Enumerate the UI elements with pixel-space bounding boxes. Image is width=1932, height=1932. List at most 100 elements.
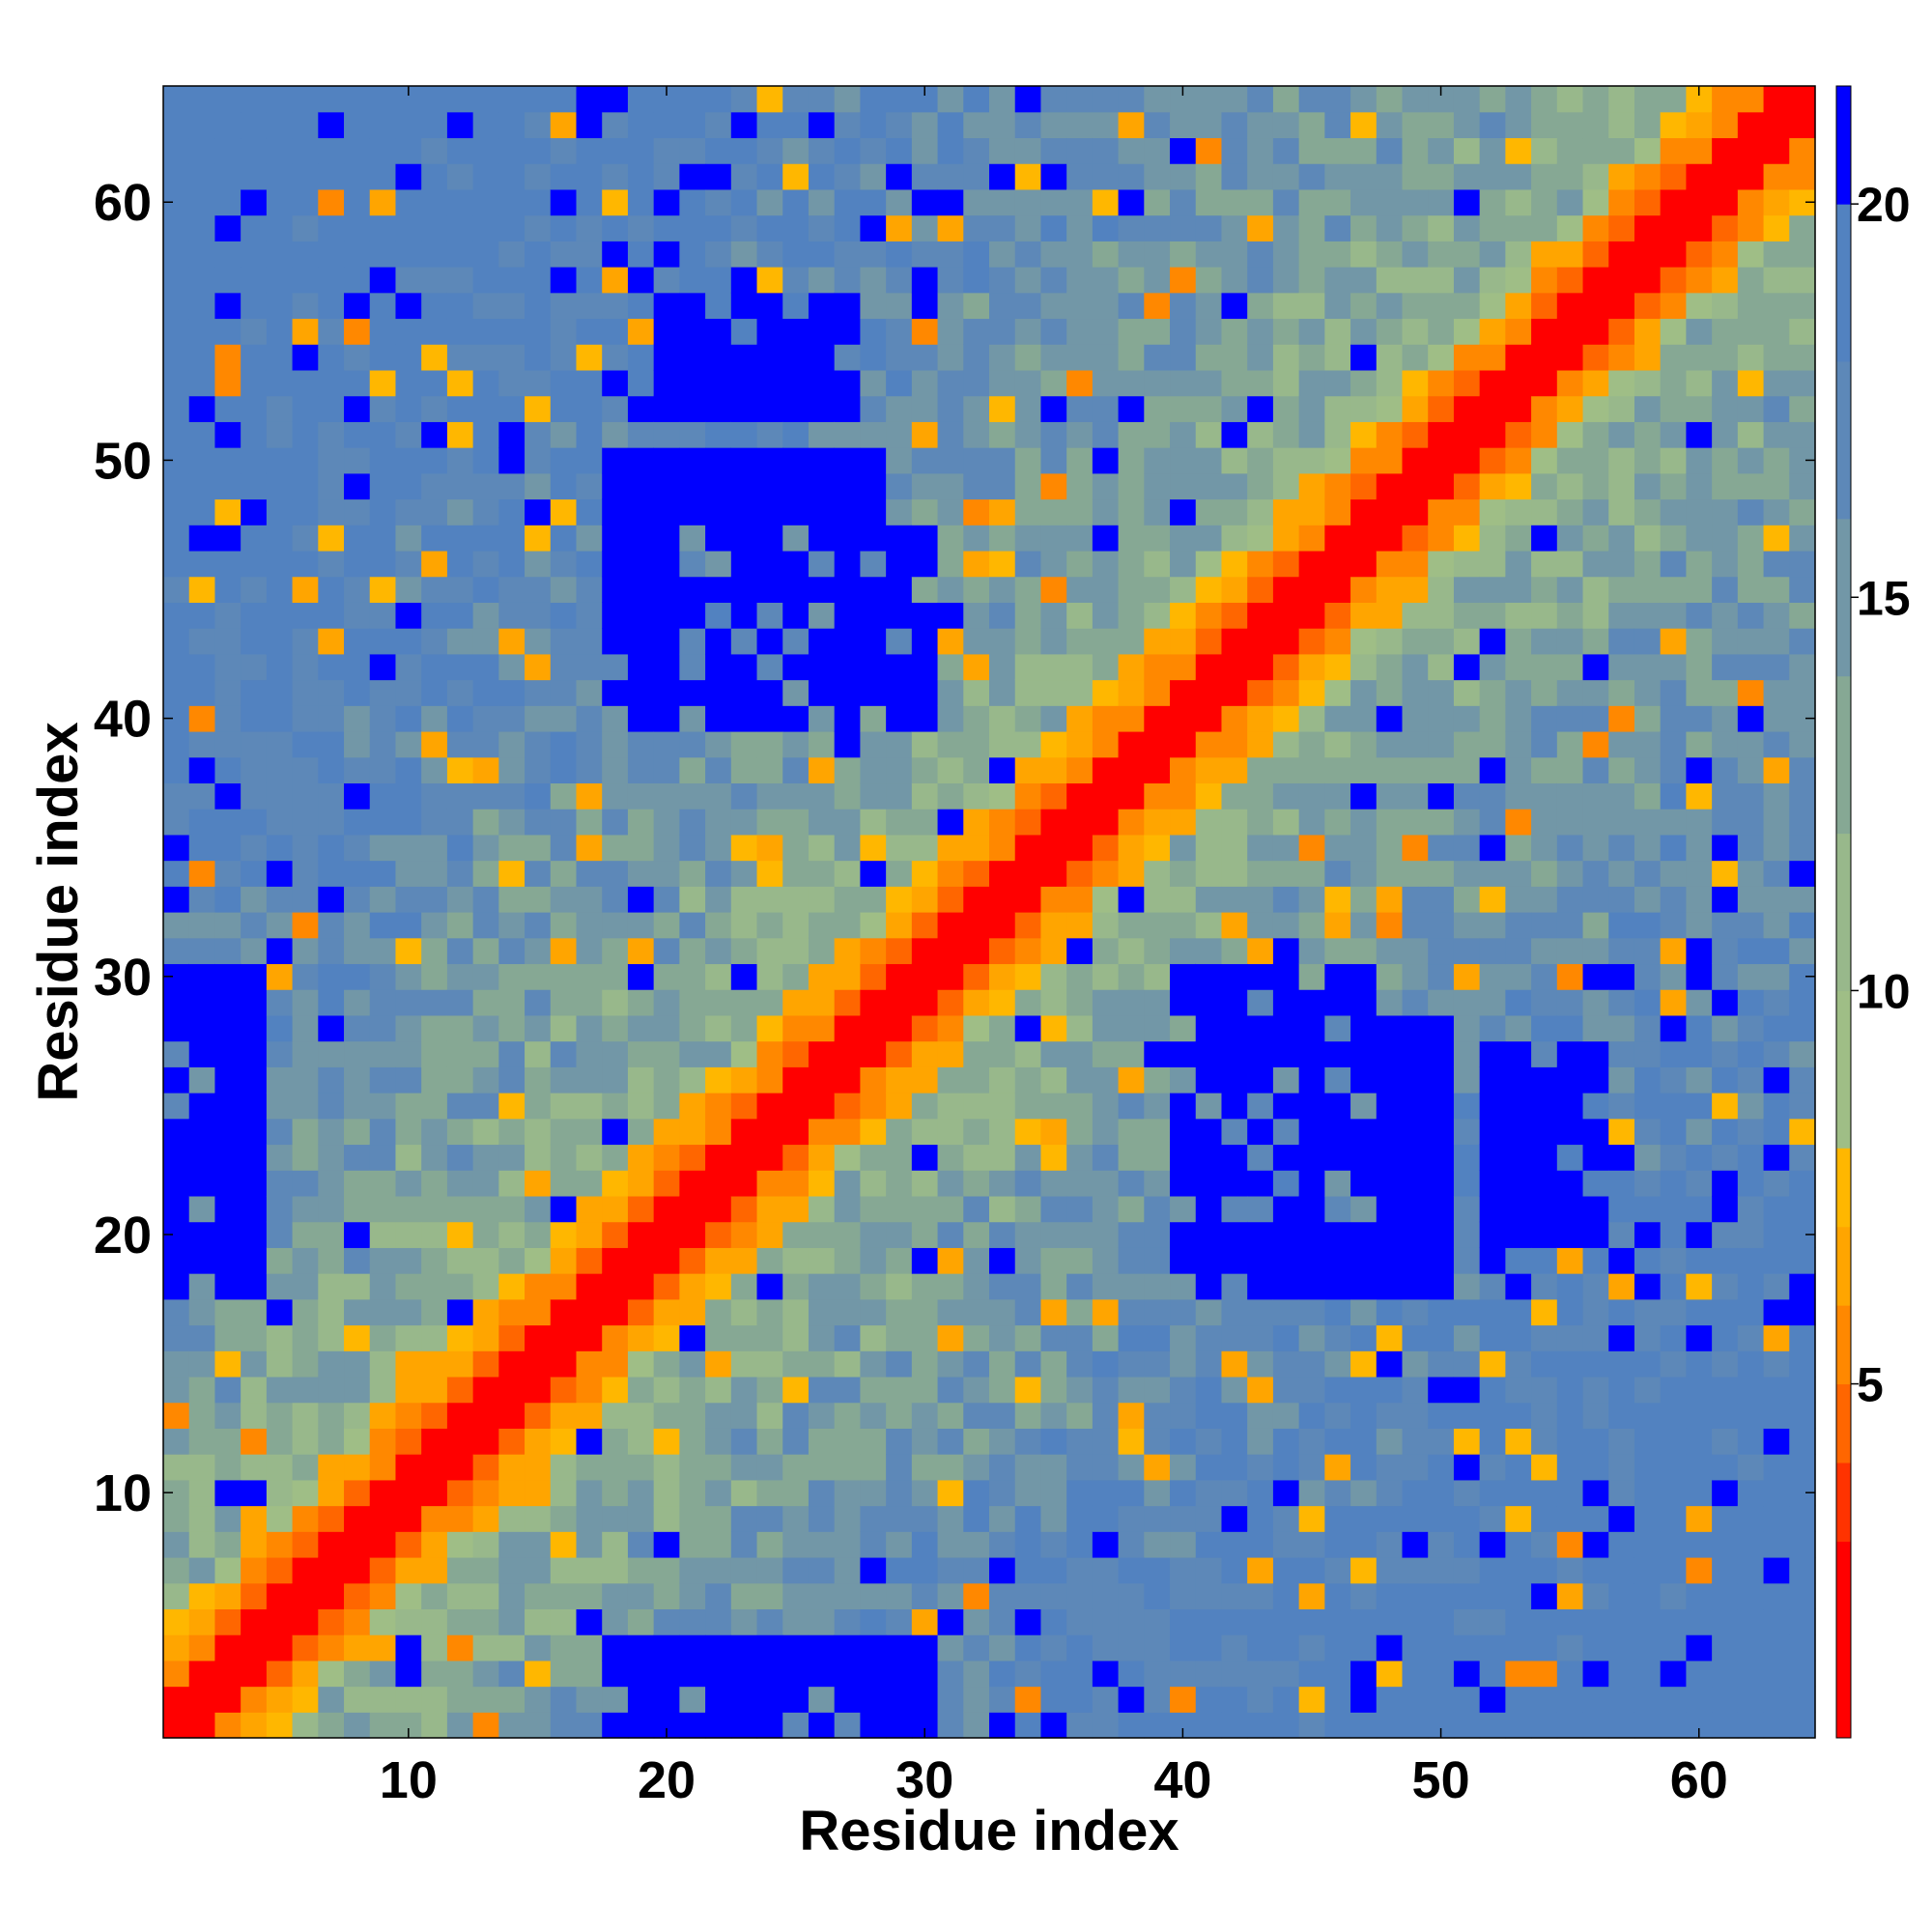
heatmap-cell: [1660, 550, 1688, 578]
heatmap-cell: [446, 1324, 474, 1351]
heatmap-cell: [808, 705, 836, 732]
heatmap-cell: [756, 498, 783, 526]
heatmap-cell: [1712, 1170, 1739, 1197]
heatmap-cell: [1195, 1170, 1223, 1197]
heatmap-cell: [1066, 653, 1094, 681]
heatmap-cell: [1066, 292, 1094, 320]
heatmap-cell: [602, 1454, 629, 1481]
heatmap-cell: [1686, 912, 1713, 939]
heatmap-cell: [1737, 472, 1765, 500]
heatmap-cell: [627, 989, 655, 1016]
heatmap-cell: [602, 1040, 629, 1067]
heatmap-cell: [730, 498, 758, 526]
heatmap-cell: [292, 86, 319, 113]
heatmap-cell: [446, 782, 474, 810]
heatmap-cell: [1376, 653, 1404, 681]
heatmap-cell: [886, 137, 913, 164]
heatmap-cell: [292, 344, 319, 371]
heatmap-cell: [602, 1273, 629, 1300]
heatmap-cell: [1376, 602, 1404, 629]
heatmap-cell: [550, 1454, 578, 1481]
heatmap-cell: [1272, 1221, 1300, 1248]
heatmap-cell: [550, 1634, 578, 1662]
heatmap-cell: [550, 860, 578, 887]
heatmap-cell: [1350, 86, 1378, 113]
heatmap-cell: [1582, 241, 1609, 268]
heatmap-cell: [808, 1428, 836, 1455]
heatmap-cell: [1170, 653, 1197, 681]
heatmap-cell: [525, 1531, 552, 1558]
heatmap-cell: [1608, 628, 1635, 655]
heatmap-cell: [1066, 1093, 1094, 1120]
heatmap-cell: [1324, 1712, 1351, 1739]
heatmap-cell: [1428, 1402, 1455, 1429]
heatmap-cell: [679, 1376, 706, 1404]
heatmap-cell: [1144, 1350, 1171, 1378]
heatmap-cell: [550, 1066, 578, 1094]
heatmap-cell: [1712, 782, 1739, 810]
heatmap-cell: [679, 1531, 706, 1558]
heatmap-cell: [730, 214, 758, 242]
heatmap-cell: [1660, 1350, 1688, 1378]
heatmap-cell: [1582, 576, 1609, 603]
heatmap-cell: [163, 214, 190, 242]
heatmap-cell: [963, 1686, 990, 1713]
heatmap-cell: [653, 369, 680, 397]
heatmap-cell: [1144, 1066, 1171, 1094]
heatmap-cell: [653, 1686, 680, 1713]
heatmap-cell: [963, 989, 990, 1016]
heatmap-cell: [937, 1505, 964, 1532]
heatmap-cell: [1350, 1247, 1378, 1274]
heatmap-cell: [1221, 576, 1248, 603]
heatmap-cell: [576, 886, 603, 913]
heatmap-cell: [627, 267, 655, 294]
heatmap-cell: [782, 1376, 810, 1404]
heatmap-cell: [834, 1686, 862, 1713]
heatmap-cell: [214, 267, 242, 294]
heatmap-cell: [989, 1712, 1016, 1739]
heatmap-cell: [1247, 447, 1274, 474]
heatmap-cell: [963, 1273, 990, 1300]
heatmap-cell: [1118, 1582, 1145, 1610]
heatmap-cell: [963, 267, 990, 294]
heatmap-cell: [1195, 1324, 1223, 1351]
heatmap-cell: [963, 705, 990, 732]
heatmap-cell: [344, 1040, 371, 1067]
heatmap-cell: [730, 886, 758, 913]
heatmap-cell: [241, 1454, 268, 1481]
heatmap-cell: [602, 1556, 629, 1584]
heatmap-cell: [911, 525, 939, 552]
heatmap-cell: [1402, 1195, 1429, 1223]
heatmap-cell: [1660, 1660, 1688, 1688]
heatmap-cell: [266, 1428, 294, 1455]
heatmap-cell: [1247, 679, 1274, 706]
heatmap-cell: [1092, 111, 1120, 139]
heatmap-cell: [395, 1376, 422, 1404]
heatmap-cell: [860, 886, 887, 913]
heatmap-cell: [369, 860, 397, 887]
heatmap-cell: [963, 421, 990, 448]
heatmap-cell: [886, 369, 913, 397]
heatmap-cell: [1505, 730, 1532, 758]
heatmap-cell: [1170, 292, 1197, 320]
heatmap-cell: [163, 628, 190, 655]
heatmap-cell: [1479, 628, 1506, 655]
heatmap-cell: [1350, 989, 1378, 1016]
heatmap-cell: [369, 447, 397, 474]
heatmap-cell: [1144, 1608, 1171, 1635]
heatmap-cell: [886, 834, 913, 862]
heatmap-cell: [525, 447, 552, 474]
heatmap-cell: [1066, 111, 1094, 139]
heatmap-cell: [602, 421, 629, 448]
heatmap-cell: [292, 421, 319, 448]
heatmap-cell: [834, 214, 862, 242]
heatmap-cell: [446, 1093, 474, 1120]
heatmap-cell: [1428, 369, 1455, 397]
heatmap-cell: [318, 86, 345, 113]
heatmap-cell: [1582, 1686, 1609, 1713]
heatmap-cell: [705, 705, 732, 732]
heatmap-cell: [576, 472, 603, 500]
heatmap-cell: [886, 241, 913, 268]
heatmap-cell: [1556, 1093, 1584, 1120]
heatmap-cell: [1040, 1324, 1067, 1351]
